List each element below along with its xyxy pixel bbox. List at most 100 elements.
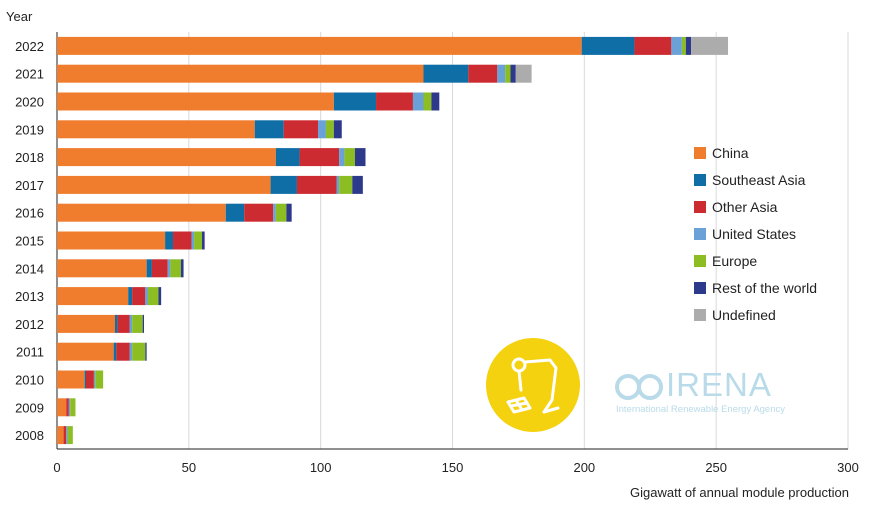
bar-segment xyxy=(173,231,192,250)
bar-segment xyxy=(685,36,692,55)
bar-segment xyxy=(225,203,245,222)
bar-segment xyxy=(57,287,129,306)
legend-swatch xyxy=(694,308,706,321)
legend-item: Undefined xyxy=(694,301,817,328)
bar-segment xyxy=(57,426,64,445)
bar-segment xyxy=(352,175,363,194)
y-tick-label: 2022 xyxy=(15,39,44,54)
bar-segment xyxy=(194,231,203,250)
bar-segment xyxy=(581,36,635,55)
bar-segment xyxy=(113,342,117,361)
bar-segment xyxy=(634,36,672,55)
bar-segment xyxy=(57,148,276,167)
bar-segment xyxy=(57,342,114,361)
bar-segment xyxy=(129,314,133,333)
legend-swatch xyxy=(694,254,706,267)
bar-segment xyxy=(273,203,276,222)
legend-item: United States xyxy=(694,220,817,247)
legend-label: Undefined xyxy=(712,306,776,323)
bar-segment xyxy=(158,287,162,306)
bar-segment xyxy=(283,120,319,139)
legend-swatch xyxy=(694,281,706,294)
bar-segment xyxy=(142,314,145,333)
y-tick-label: 2014 xyxy=(15,261,44,276)
bar-segment xyxy=(318,120,326,139)
legend-swatch xyxy=(694,146,706,159)
legend-label: Southeast Asia xyxy=(712,171,806,188)
bar-segment xyxy=(412,92,424,111)
brand-subtitle: International Renewable Energy Agency xyxy=(616,404,786,415)
legend-label: Europe xyxy=(712,252,758,269)
bar-segment xyxy=(132,314,143,333)
bar-segment xyxy=(354,148,366,167)
bar-segment xyxy=(93,370,96,389)
bar-segment xyxy=(671,36,682,55)
bar-segment xyxy=(145,287,148,306)
bar-segment xyxy=(270,175,297,194)
bar-segment xyxy=(510,64,516,83)
bar-segment xyxy=(63,426,67,445)
bar-segment xyxy=(117,314,130,333)
bar-segment xyxy=(170,259,181,278)
bar-segment xyxy=(339,148,345,167)
bar-segment xyxy=(202,231,205,250)
y-tick-label: 2015 xyxy=(15,234,44,249)
legend-item: China xyxy=(694,139,817,166)
x-tick-label: 100 xyxy=(310,460,332,475)
y-tick-label: 2011 xyxy=(16,345,44,360)
bar-segment xyxy=(66,426,68,445)
bar-segment xyxy=(423,64,469,83)
bar-segment xyxy=(299,148,340,167)
legend-swatch xyxy=(694,173,706,186)
legend-label: United States xyxy=(712,225,797,242)
y-tick-label: 2017 xyxy=(15,178,44,193)
bar-segment xyxy=(132,287,146,306)
bar-segment xyxy=(95,370,104,389)
bar-segment xyxy=(333,92,377,111)
y-tick-labels: 2022 2021 2020 2019 2018 2017 2016 2015 2014 2013… xyxy=(15,39,44,443)
bar-segment xyxy=(167,259,171,278)
legend-item: Other Asia xyxy=(694,193,817,220)
bar-segment xyxy=(505,64,511,83)
bar-segment xyxy=(431,92,440,111)
bar-segment xyxy=(57,36,582,55)
bar-segment xyxy=(57,398,67,417)
x-tick-label: 250 xyxy=(705,460,727,475)
bar-segment xyxy=(333,120,342,139)
bar-segment xyxy=(57,203,226,222)
y-tick-label: 2013 xyxy=(15,289,44,304)
brand-logo: IRENA International Renewable Energy Age… xyxy=(612,366,822,416)
y-tick-label: 2008 xyxy=(15,428,44,443)
bar-segment xyxy=(57,175,271,194)
bar-segment xyxy=(339,175,353,194)
bar-segment xyxy=(57,314,116,333)
y-tick-label: 2010 xyxy=(15,373,44,388)
y-tick-label: 2012 xyxy=(15,317,44,332)
y-tick-label: 2009 xyxy=(15,400,44,415)
legend-swatch xyxy=(694,200,706,213)
legend-label: Other Asia xyxy=(712,198,778,215)
y-tick-label: 2020 xyxy=(15,95,44,110)
y-tick-label: 2016 xyxy=(15,206,44,221)
brand-name: IRENA xyxy=(666,366,772,403)
y-tick-label: 2018 xyxy=(15,150,44,165)
bar-segment xyxy=(66,398,69,417)
bar-segment xyxy=(145,342,147,361)
bar-segment xyxy=(691,36,729,55)
x-tick-label: 200 xyxy=(573,460,595,475)
bar-segment xyxy=(132,342,146,361)
legend-item: Europe xyxy=(694,247,817,274)
bar-segment xyxy=(57,370,85,389)
bar-segment xyxy=(165,231,174,250)
bar-segment xyxy=(70,398,76,417)
bar-segment xyxy=(344,148,355,167)
bar-segment xyxy=(115,314,118,333)
x-axis-title: Gigawatt of annual module production xyxy=(630,485,849,500)
bar-segment xyxy=(336,175,340,194)
bar-segment xyxy=(468,64,498,83)
bar-segment xyxy=(275,203,287,222)
bar-segment xyxy=(191,231,195,250)
x-tick-label: 300 xyxy=(837,460,859,475)
x-tick-label: 0 xyxy=(53,460,60,475)
bar-segment xyxy=(296,175,337,194)
